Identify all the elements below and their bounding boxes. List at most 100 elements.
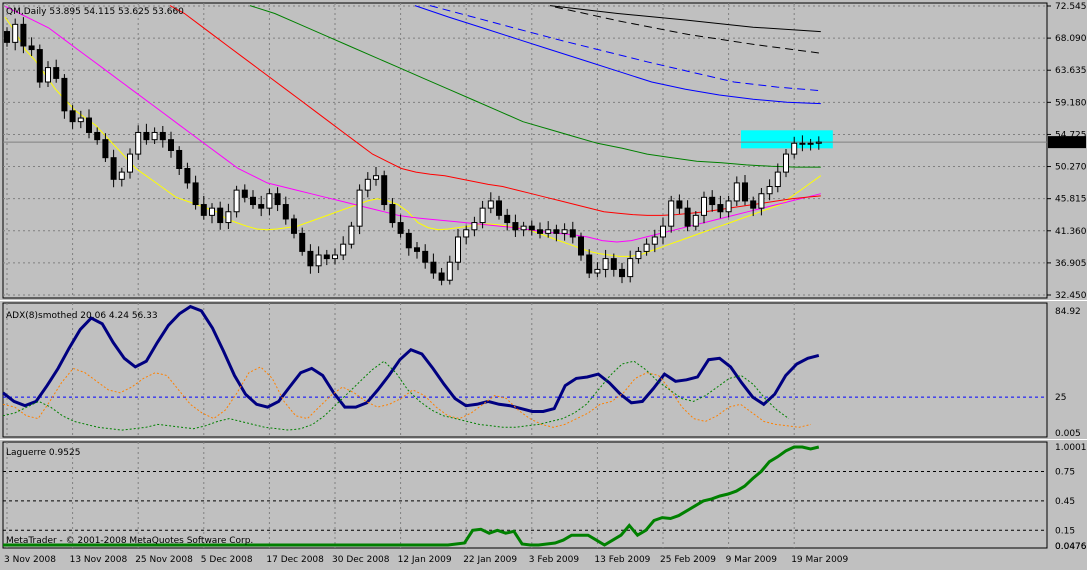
candle-body: [209, 207, 215, 216]
ma-line-ma-blue-solid: [414, 5, 821, 105]
candle-body: [446, 261, 453, 281]
candle-body: [479, 207, 486, 224]
candle-body: [651, 236, 658, 245]
candle-body: [438, 272, 445, 281]
laguerre-frame: [2, 441, 1048, 549]
candle-body: [94, 131, 101, 141]
candle-body: [619, 268, 625, 278]
candle-body: [110, 157, 117, 180]
y-axis-label: 36.905: [1055, 259, 1087, 269]
candle-body: [381, 175, 388, 206]
candle-body: [750, 200, 757, 209]
laguerre-y-label: 0.15: [1055, 526, 1075, 536]
candle-body: [86, 117, 92, 133]
candle-body: [151, 131, 158, 141]
candle-body: [168, 139, 174, 151]
candle-body: [12, 23, 19, 43]
candle-body: [340, 243, 347, 256]
candle-body: [627, 258, 634, 278]
adx-line-plus: [2, 366, 811, 428]
candle-body: [258, 204, 265, 209]
candle-body: [496, 200, 502, 216]
x-axis-label: 17 Dec 2008: [266, 555, 324, 565]
candle-body: [323, 254, 330, 260]
candle-body: [422, 250, 429, 263]
adx-y-label: 84.92: [1055, 307, 1081, 317]
candle-body: [569, 229, 576, 238]
candle-body: [348, 225, 355, 245]
x-axis-label: 30 Dec 2008: [332, 555, 390, 565]
candle-body: [578, 236, 584, 256]
candle-body: [528, 225, 535, 231]
ma-line-ma-black-dashed: [554, 6, 821, 54]
candle-body: [701, 196, 707, 216]
candle-body: [602, 258, 609, 270]
candle-body: [53, 67, 60, 79]
candle-body: [684, 207, 691, 227]
candle-body: [217, 207, 224, 224]
ma-line-ma-black-solid: [549, 5, 821, 33]
candle-body: [135, 131, 142, 155]
candle-body: [176, 149, 183, 170]
candle-body: [815, 141, 822, 144]
candle-body: [692, 214, 699, 227]
candle-body: [405, 232, 412, 249]
candle-body: [159, 131, 166, 141]
y-axis-label: 50.270: [1055, 163, 1087, 173]
candle-body: [430, 261, 437, 274]
adx-y-label: 25: [1055, 393, 1066, 403]
laguerre-y-label: 0.0476: [1055, 542, 1087, 552]
candle-body: [127, 153, 133, 173]
candle-body: [184, 168, 191, 184]
candle-body: [717, 204, 724, 213]
candle-body: [200, 204, 207, 216]
x-axis-label: 22 Jan 2009: [463, 555, 517, 565]
laguerre-y-label: 0.75: [1055, 468, 1075, 478]
laguerre-pane[interactable]: [3, 445, 1047, 547]
x-axis-label: 25 Feb 2009: [660, 555, 716, 565]
x-axis-label: 9 Mar 2009: [726, 555, 778, 565]
laguerre-y-label: 0.45: [1055, 497, 1075, 507]
candle-body: [307, 250, 314, 267]
candle-body: [299, 232, 306, 252]
candle-body: [69, 110, 76, 123]
copyright-watermark: MetaTrader - © 2001-2008 MetaQuotes Soft…: [6, 536, 253, 546]
candle-body: [676, 200, 683, 209]
laguerre-line: [3, 445, 820, 547]
candle-body: [291, 218, 297, 234]
candle-body: [233, 189, 240, 213]
candle-body: [643, 243, 650, 252]
adx-frame: [2, 302, 1048, 438]
price-pane[interactable]: [3, 5, 1047, 286]
laguerre-y-label: 0.0476: [1055, 542, 1087, 552]
candle-body: [487, 200, 494, 209]
adx-line-adx: [2, 304, 820, 413]
candle-body: [282, 204, 289, 220]
candle-body: [504, 214, 511, 224]
candle-body: [20, 23, 27, 47]
ma-line-ma-green: [249, 5, 821, 168]
candle-body: [36, 49, 43, 83]
candle-body: [274, 193, 281, 206]
candle-body: [414, 247, 420, 252]
ma-line-ma-blue-dashed: [429, 5, 821, 92]
y-axis-label: 32.450: [1055, 291, 1087, 301]
x-axis-label: 12 Jan 2009: [398, 555, 452, 565]
adx-header: ADX(8)smothed 20.06 4.24 56.33: [6, 311, 158, 321]
y-axis-label: 41.360: [1055, 227, 1087, 237]
laguerre-y-label: 1.0001: [1055, 443, 1087, 453]
candle-body: [45, 67, 51, 83]
candle-body: [742, 182, 748, 202]
adx-pane[interactable]: [2, 304, 1047, 431]
candle-body: [463, 229, 470, 238]
candle-body: [766, 186, 773, 195]
x-axis-label: 13 Feb 2009: [594, 555, 650, 565]
candle-body: [586, 254, 593, 274]
candle-body: [610, 258, 617, 270]
candle-body: [635, 250, 642, 260]
price-header: QM,Daily 53.895 54.115 53.625 53.660: [6, 7, 184, 17]
adx-y-label: 0.005: [1055, 429, 1081, 439]
y-axis-label: 72.545: [1055, 2, 1087, 12]
